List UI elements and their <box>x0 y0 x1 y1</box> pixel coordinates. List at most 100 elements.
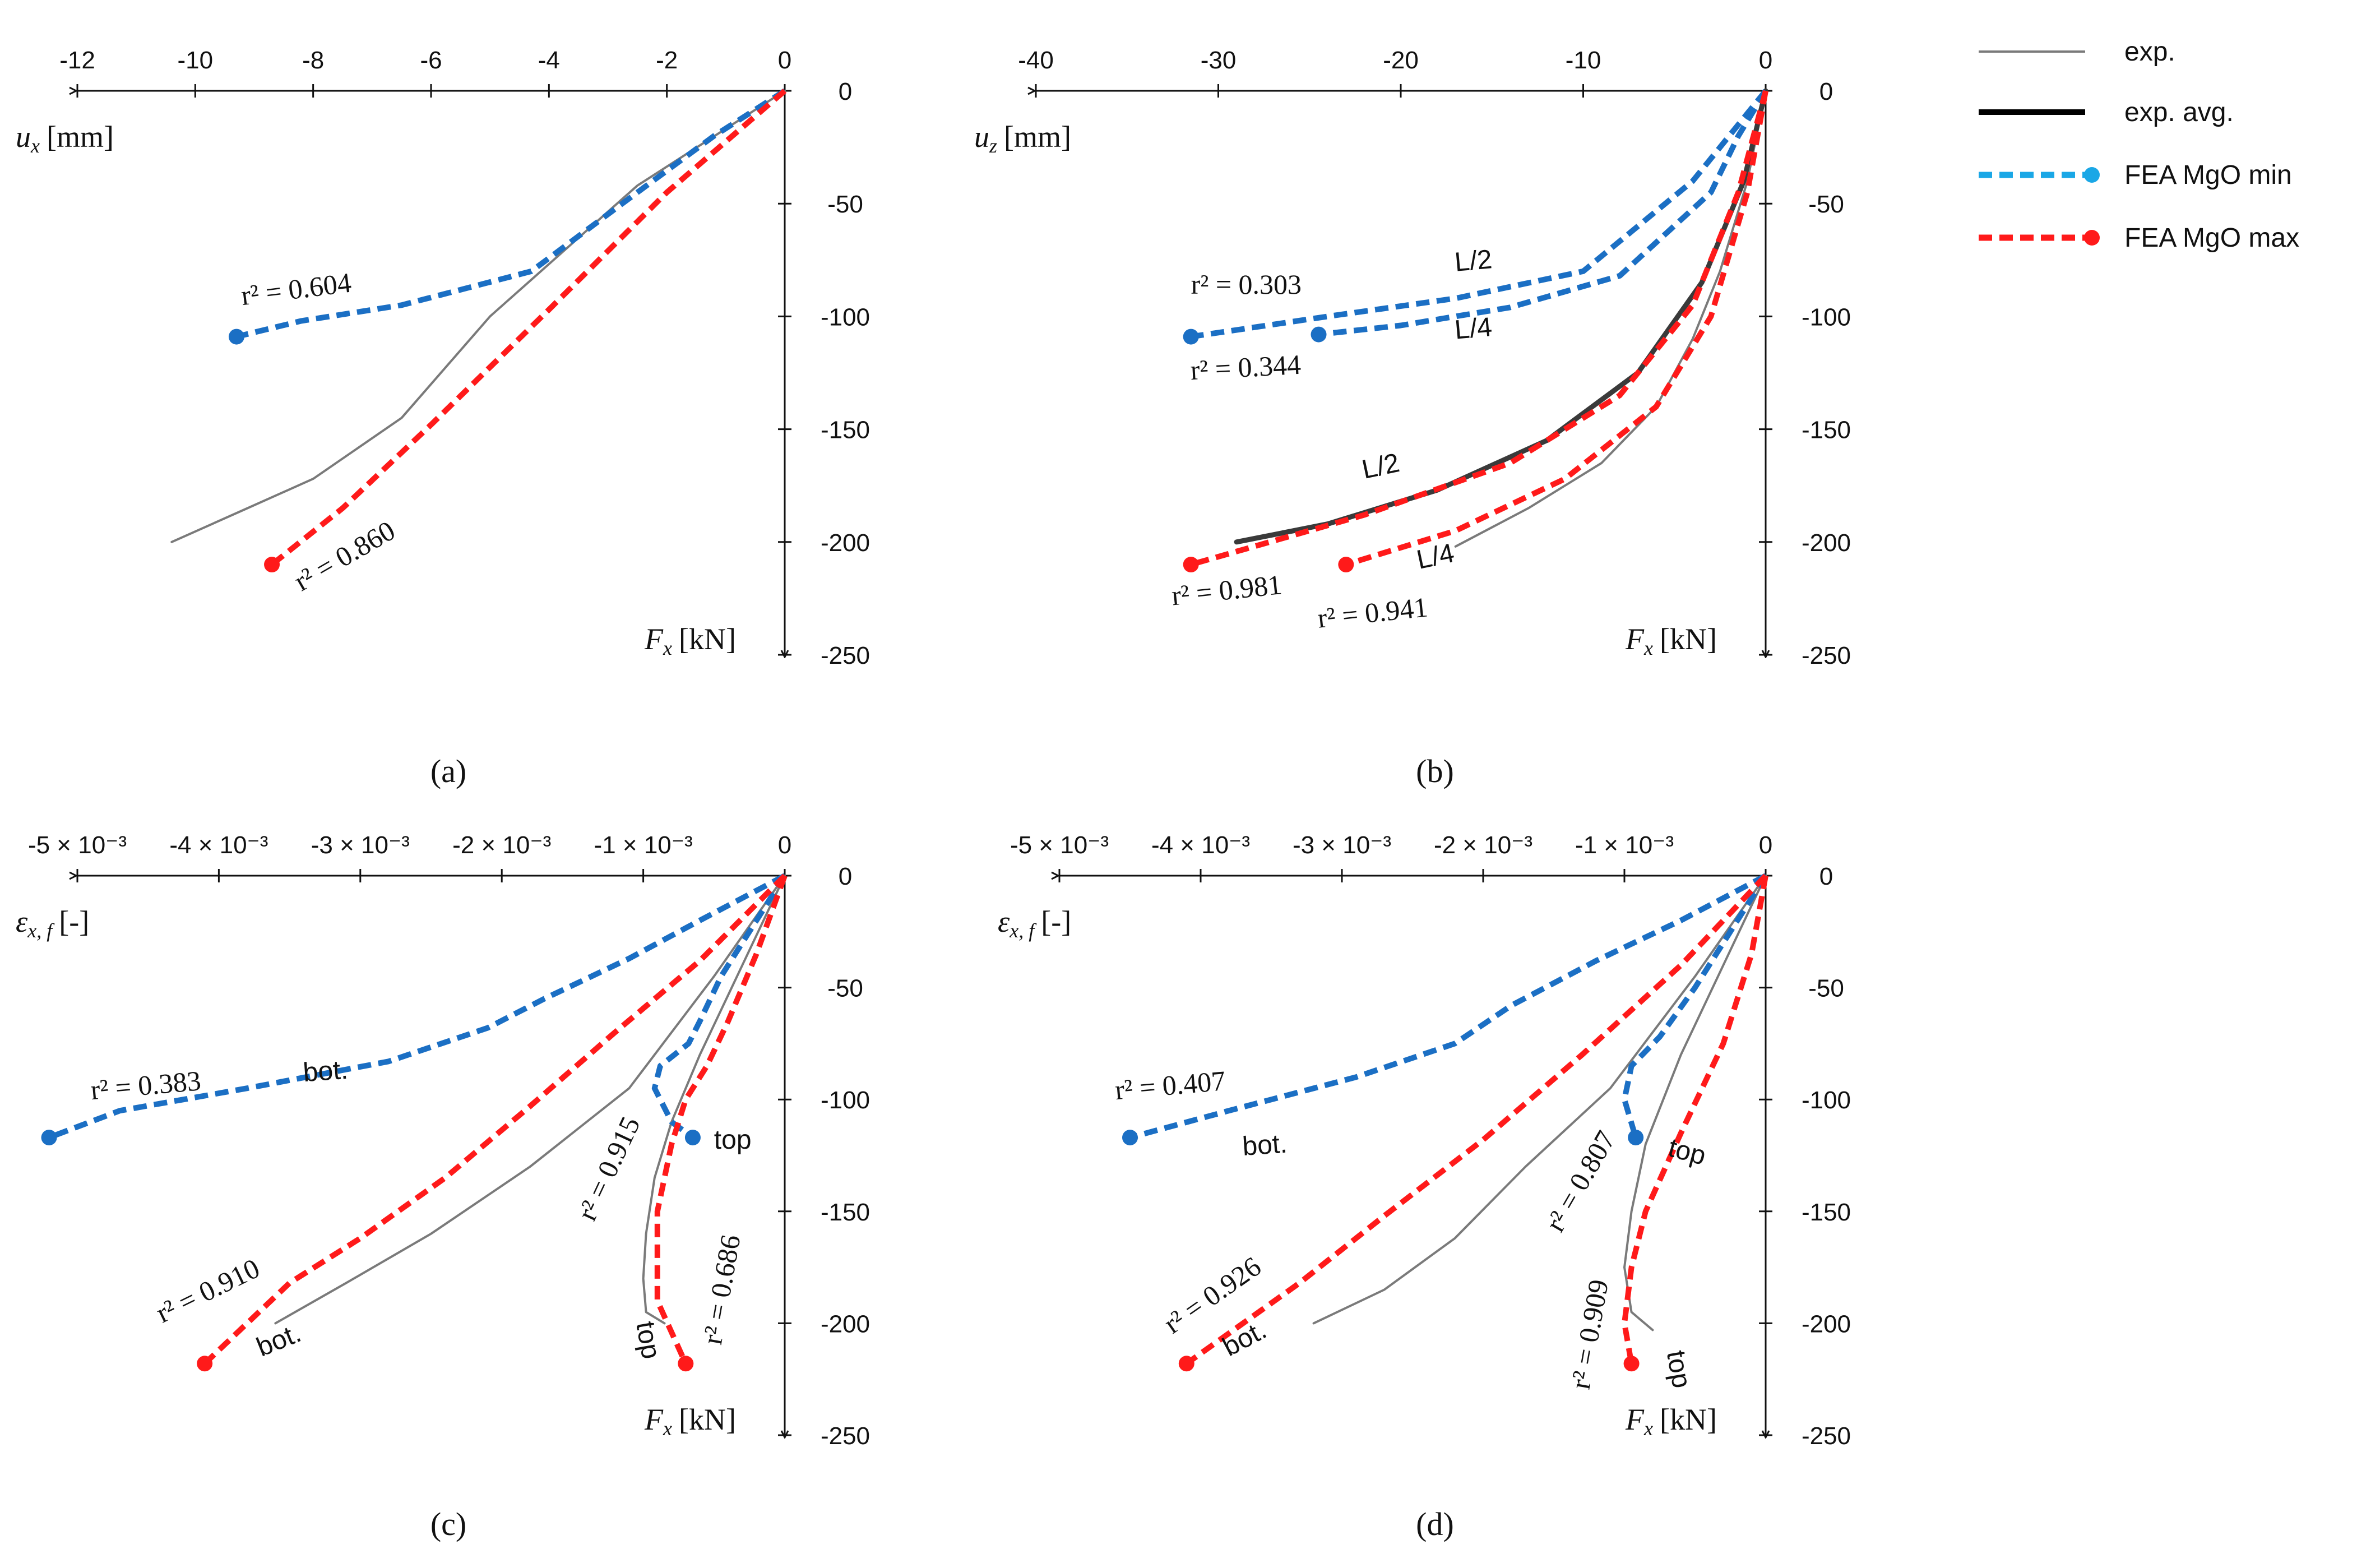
y-axis-label: Fx [kN] <box>1625 622 1717 659</box>
x-axis-symbol: u <box>974 120 989 154</box>
series-exp-top <box>1623 875 1767 1331</box>
x-axis-unit: [-] <box>1041 905 1071 938</box>
series-end-marker <box>1338 557 1354 573</box>
r-squared-annotation: r² = 0.981 <box>1170 568 1283 611</box>
y-tick-label: -100 <box>821 303 870 331</box>
curve-tag: L/4 <box>1453 312 1493 345</box>
y-tick-label: -150 <box>1802 417 1851 444</box>
y-axis-unit: [kN] <box>1660 1403 1717 1436</box>
x-axis-symbol: u <box>16 120 31 154</box>
series-fea-mgo-min-l-4 <box>1318 89 1768 337</box>
r-squared-annotation: r² = 0.344 <box>1189 349 1302 386</box>
y-tick-label: -150 <box>1802 1199 1851 1226</box>
x-tick-label: -6 <box>420 47 442 74</box>
x-axis-label: uz [mm] <box>974 120 1071 157</box>
series-exp- <box>1454 90 1767 548</box>
panel-d: -5 × 10⁻³ -4 × 10⁻³ -3 × 10⁻³ -2 × 10⁻³ -1 ×… <box>998 831 1851 1542</box>
y-axis-label: Fx [kN] <box>644 1403 736 1440</box>
x-tick-label: -10 <box>178 47 214 74</box>
x-axis-unit: [mm] <box>1004 120 1071 154</box>
series-fea-mgo-max-l-2 <box>1190 90 1768 567</box>
series-fea-mgo-min-top <box>1622 874 1768 1139</box>
r-squared-annotation: r² = 0.686 <box>696 1232 746 1347</box>
x-tick-label: -10 <box>1566 47 1601 74</box>
series-end-marker <box>1628 1130 1644 1146</box>
x-tick-label: -1 × 10⁻³ <box>1575 831 1674 859</box>
y-tick-label: 0 <box>839 78 852 105</box>
series-end-marker <box>228 329 244 345</box>
r-squared-annotation: r² = 0.941 <box>1316 591 1429 633</box>
x-tick-label: -1 × 10⁻³ <box>594 831 693 859</box>
curve-tag: top <box>630 1319 666 1361</box>
y-axis-symbol: F <box>644 1403 664 1436</box>
legend: exp. exp. avg. FEA MgO min FEA MgO max <box>1979 37 2299 253</box>
x-tick-label: -3 × 10⁻³ <box>311 831 410 859</box>
panel-caption: (b) <box>1416 753 1454 789</box>
series-end-marker <box>1623 1356 1640 1372</box>
y-tick-label: -250 <box>821 1422 870 1450</box>
y-tick-label: -100 <box>1802 303 1851 331</box>
y-tick-label: -50 <box>827 191 863 218</box>
curve-tag: bot. <box>1218 1315 1272 1362</box>
x-tick-label: -30 <box>1201 47 1237 74</box>
x-axis-label: ux [mm] <box>16 120 114 157</box>
legend-label-avg: exp. avg. <box>2124 98 2234 127</box>
x-tick-label: -2 × 10⁻³ <box>1434 831 1532 859</box>
y-axis-symbol: F <box>1625 622 1645 656</box>
y-axis-subscript: x <box>663 637 672 659</box>
y-tick-label: 0 <box>1819 863 1833 890</box>
series-end-marker <box>264 557 280 573</box>
curve-tag: top <box>1665 1132 1709 1171</box>
legend-label-exp: exp. <box>2124 37 2175 67</box>
y-tick-label: 0 <box>839 863 852 890</box>
curve-tag: bot. <box>252 1318 305 1362</box>
panel-c: -5 × 10⁻³ -4 × 10⁻³ -3 × 10⁻³ -2 × 10⁻³ -1 ×… <box>16 831 870 1542</box>
x-axis-subscript: x, f <box>27 919 55 942</box>
x-tick-label: 0 <box>778 831 791 859</box>
series-exp-top <box>642 875 786 1325</box>
y-tick-label: -200 <box>821 1310 870 1338</box>
x-axis-subscript: z <box>989 135 997 157</box>
series-exp-bot- <box>1312 875 1767 1325</box>
series-fea-mgo-min-l-2 <box>1190 89 1768 340</box>
x-axis-label: εx, f [-] <box>16 905 89 942</box>
x-tick-label: -5 × 10⁻³ <box>28 831 127 859</box>
x-axis-unit: [mm] <box>47 120 114 154</box>
r-squared-annotation: r² = 0.915 <box>571 1112 646 1226</box>
y-tick-label: -50 <box>1808 975 1844 1002</box>
x-tick-label: -2 × 10⁻³ <box>452 831 551 859</box>
series-fea-mgo-max <box>270 89 787 567</box>
r-squared-annotation: r² = 0.910 <box>151 1252 265 1329</box>
y-axis-label: Fx [kN] <box>1625 1403 1717 1440</box>
series-end-marker <box>41 1130 57 1146</box>
series-end-marker <box>1178 1356 1194 1372</box>
x-axis-unit: [-] <box>59 905 89 938</box>
y-axis-unit: [kN] <box>1660 622 1717 656</box>
y-axis-subscript: x <box>1643 637 1653 659</box>
x-tick-label: 0 <box>778 47 791 74</box>
legend-marker-max <box>2084 230 2100 246</box>
legend-label-min: FEA MgO min <box>2124 160 2292 190</box>
series-fea-mgo-min-top <box>651 874 788 1140</box>
series-exp-bot- <box>274 875 786 1325</box>
y-axis-symbol: F <box>644 622 664 656</box>
x-tick-label: -8 <box>302 47 324 74</box>
series-fea-mgo-max-top <box>1622 875 1768 1365</box>
legend-marker-min <box>2084 167 2100 183</box>
series-end-marker <box>1183 557 1199 573</box>
curve-tag: top <box>1661 1348 1697 1390</box>
x-axis-label: εx, f [-] <box>998 905 1071 942</box>
r-squared-annotation: r² = 0.909 <box>1564 1277 1614 1391</box>
y-axis-subscript: x <box>1643 1417 1653 1440</box>
panel-caption: (a) <box>430 753 466 789</box>
curve-tag: bot. <box>302 1055 349 1088</box>
panel-caption: (c) <box>430 1506 466 1542</box>
x-tick-label: -5 × 10⁻³ <box>1010 831 1109 859</box>
y-axis-unit: [kN] <box>679 1403 736 1436</box>
y-axis-subscript: x <box>663 1417 672 1440</box>
x-tick-label: -2 <box>656 47 678 74</box>
r-squared-annotation: r² = 0.860 <box>289 515 400 597</box>
series-fea-mgo-min <box>235 88 786 340</box>
y-tick-label: -100 <box>1802 1086 1851 1114</box>
series-exp- <box>170 90 786 543</box>
